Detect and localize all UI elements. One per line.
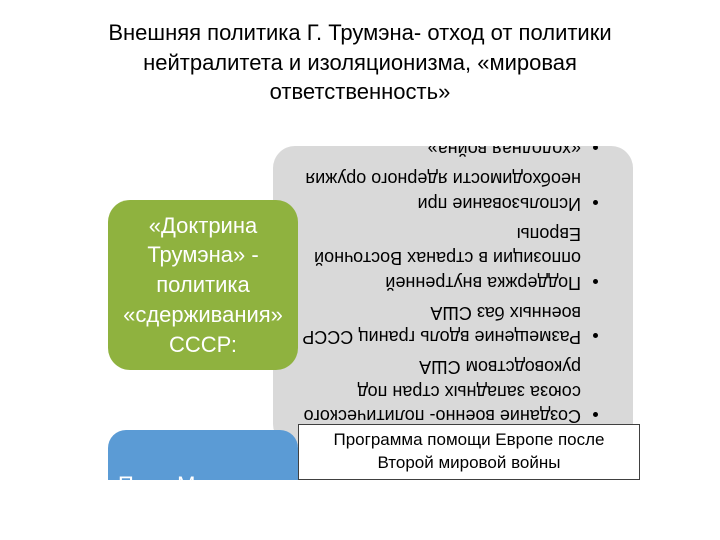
truman-doctrine-box: «Доктрина Трумэна» - политика «сдерживан… (108, 200, 298, 370)
list-item: Использование при необходимости ядерного… (295, 167, 581, 216)
doctrine-points-panel: Создание военно- политического союза зап… (273, 146, 633, 446)
marshall-plan-description: Программа помощи Европе после Второй мир… (311, 429, 627, 475)
bottom-clip-mask (0, 480, 720, 540)
list-item: Создание военно- политического союза зап… (295, 355, 581, 428)
list-item: «холодная война» (295, 146, 581, 161)
truman-doctrine-label: «Доктрина Трумэна» - политика «сдерживан… (120, 211, 286, 359)
doctrine-points-list: Создание военно- политического союза зап… (295, 146, 603, 428)
marshall-plan-description-box: Программа помощи Европе после Второй мир… (298, 424, 640, 480)
page-title: Внешняя политика Г. Трумэна- отход от по… (60, 18, 660, 107)
list-item: Поддержка внутренней оппозиции в странах… (295, 222, 581, 295)
list-item: Размещение вдоль границ СССР военных баз… (295, 301, 581, 350)
